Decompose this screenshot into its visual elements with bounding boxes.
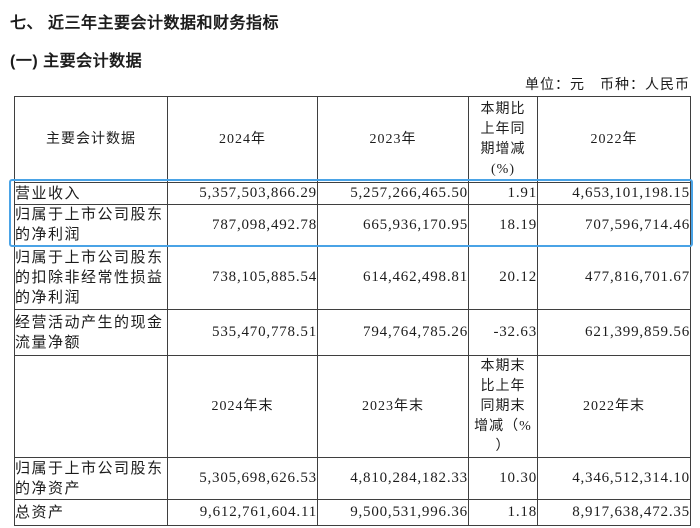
header-year-2022: 2022年	[537, 96, 691, 183]
header-year-end-2023: 2023年末	[317, 355, 469, 458]
header-year-end-2024: 2024年末	[167, 355, 318, 458]
header-year-2024: 2024年	[167, 96, 318, 183]
value-2024: 5,357,503,866.29	[167, 182, 318, 205]
value-2022: 707,596,714.46	[537, 204, 691, 246]
change-pct: 1.18	[468, 499, 538, 526]
value-2024: 535,470,778.51	[167, 309, 318, 356]
row-label: 归属于上市公司股东的净利润	[14, 204, 168, 246]
header-year-end-2022: 2022年末	[537, 355, 691, 458]
value-2023: 665,936,170.95	[317, 204, 469, 246]
change-pct: 1.91	[468, 182, 538, 205]
value-2024: 9,612,761,604.11	[167, 499, 318, 526]
table-header-row-year-end: 2024年末 2023年末 本期末 比上年 同期末 增减（% ） 2022年末	[14, 355, 691, 458]
header-change-pct: 本期比 上年同 期增减 (%)	[468, 96, 538, 183]
value-2023: 9,500,531,996.36	[317, 499, 469, 526]
value-2022: 477,816,701.67	[537, 245, 691, 310]
value-2024: 5,305,698,626.53	[167, 457, 318, 500]
row-label: 总资产	[14, 499, 168, 526]
value-2024: 787,098,492.78	[167, 204, 318, 246]
row-label: 归属于上市公司股东的净资产	[14, 457, 168, 500]
header-end-change-pct: 本期末 比上年 同期末 增减（% ）	[468, 355, 538, 458]
accounting-data-table: 主要会计数据 2024年 2023年 本期比 上年同 期增减 (%) 2022年…	[14, 96, 691, 526]
subsection-title: (一) 主要会计数据	[10, 53, 143, 70]
header-year-2023: 2023年	[317, 96, 469, 183]
value-2023: 4,810,284,182.33	[317, 457, 469, 500]
table-row-net-profit: 归属于上市公司股东的净利润 787,098,492.78 665,936,170…	[14, 204, 691, 246]
value-2023: 614,462,498.81	[317, 245, 469, 310]
header-blank	[14, 355, 168, 458]
value-2023: 794,764,785.26	[317, 309, 469, 356]
unit-currency-note: 单位：元 币种：人民币	[525, 78, 690, 93]
value-2024: 738,105,885.54	[167, 245, 318, 310]
value-2022: 4,346,512,314.10	[537, 457, 691, 500]
table-row-operating-cash-flow: 经营活动产生的现金流量净额 535,470,778.51 794,764,785…	[14, 309, 691, 356]
value-2022: 8,917,638,472.35	[537, 499, 691, 526]
row-label: 营业收入	[14, 182, 168, 205]
section-title: 七、 近三年主要会计数据和财务指标	[10, 15, 279, 32]
row-label: 经营活动产生的现金流量净额	[14, 309, 168, 356]
table-row-operating-revenue: 营业收入 5,357,503,866.29 5,257,266,465.50 1…	[14, 182, 691, 205]
header-metric-label: 主要会计数据	[14, 96, 168, 183]
value-2022: 621,399,859.56	[537, 309, 691, 356]
table-row-net-profit-excl-nonrecurring: 归属于上市公司股东的扣除非经常性损益的净利润 738,105,885.54 61…	[14, 245, 691, 310]
table-row-total-assets: 总资产 9,612,761,604.11 9,500,531,996.36 1.…	[14, 499, 691, 526]
table-header-row-annual: 主要会计数据 2024年 2023年 本期比 上年同 期增减 (%) 2022年	[14, 96, 691, 183]
change-pct: 20.12	[468, 245, 538, 310]
value-2022: 4,653,101,198.15	[537, 182, 691, 205]
change-pct: -32.63	[468, 309, 538, 356]
value-2023: 5,257,266,465.50	[317, 182, 469, 205]
change-pct: 18.19	[468, 204, 538, 246]
row-label: 归属于上市公司股东的扣除非经常性损益的净利润	[14, 245, 168, 310]
change-pct: 10.30	[468, 457, 538, 500]
table-row-net-assets: 归属于上市公司股东的净资产 5,305,698,626.53 4,810,284…	[14, 457, 691, 500]
